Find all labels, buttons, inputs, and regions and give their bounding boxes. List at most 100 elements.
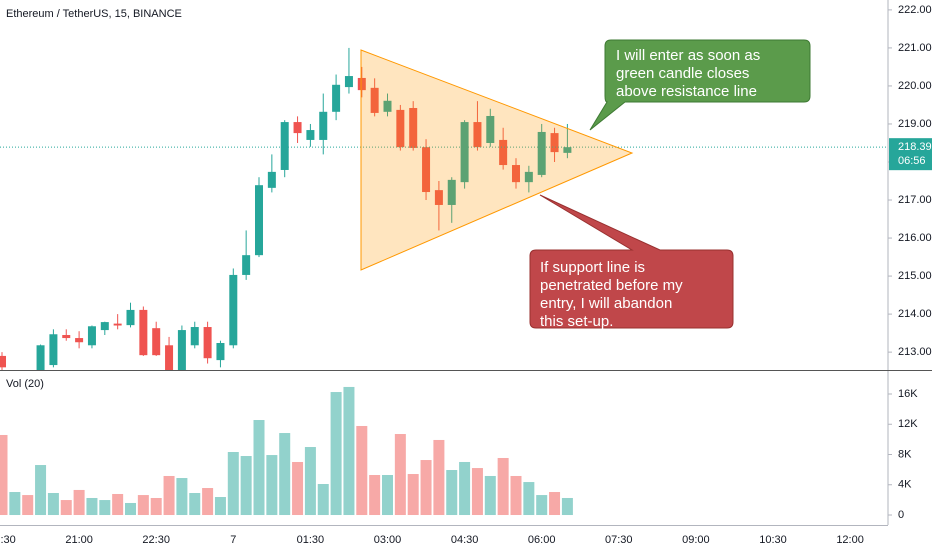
- x-tick-label: 10:30: [759, 534, 787, 546]
- candle-body: [499, 139, 508, 166]
- volume-bar: [407, 474, 419, 516]
- candle-body: [319, 111, 328, 140]
- candle-body: [332, 84, 341, 112]
- volume-bar: [22, 495, 34, 516]
- callout-text: this set-up.: [540, 313, 613, 330]
- axes: 19:30 21:00 22:30 7 01:30 03:00 04:30 06:00 07:3…: [0, 4, 932, 546]
- volume-bar: [561, 497, 573, 516]
- volume-bar: [343, 386, 355, 516]
- candle-body: [75, 338, 84, 343]
- volume-bar: [0, 434, 8, 516]
- volume-bar: [523, 482, 535, 516]
- y2-tick-label: 8K: [898, 448, 912, 460]
- candle-body: [165, 345, 174, 370]
- chart-title: Ethereum / TetherUS, 15, BINANCE: [6, 8, 182, 20]
- candle-body: [113, 323, 122, 326]
- x-tick-label: 03:00: [374, 534, 402, 546]
- candle-body: [524, 171, 533, 183]
- candle-body: [100, 322, 109, 331]
- volume-bar: [292, 461, 304, 516]
- candle-body: [486, 115, 495, 143]
- candle-body: [537, 131, 546, 175]
- x-tick-label: 12:00: [836, 534, 864, 546]
- volume-bar: [356, 425, 368, 516]
- candle-body: [255, 185, 264, 256]
- y-tick-label: 215.00: [898, 270, 932, 282]
- volume-bar: [176, 478, 188, 516]
- volume-bar: [446, 470, 458, 516]
- volume-bar: [86, 497, 98, 516]
- volume-bar: [163, 475, 175, 516]
- y2-tick-label: 0: [898, 509, 904, 521]
- volume-bar: [317, 484, 329, 516]
- candle-body: [62, 335, 71, 339]
- volume-bar: [202, 488, 214, 516]
- volume-bar: [112, 493, 124, 516]
- candle-body: [87, 326, 96, 346]
- x-tick-label: 19:30: [0, 534, 16, 546]
- y2-tick-label: 16K: [898, 388, 918, 400]
- candle-body: [126, 309, 135, 326]
- candle-body: [267, 171, 276, 188]
- x-tick-label: 01:30: [297, 534, 325, 546]
- candle-body: [229, 274, 238, 346]
- y-tick-label: 216.00: [898, 232, 932, 244]
- volume-bar: [510, 475, 522, 516]
- candle-body: [434, 190, 443, 205]
- candle-body: [152, 328, 161, 356]
- callout-box: [529, 194, 734, 329]
- candle-body: [242, 255, 251, 275]
- callout-text: penetrated before my: [540, 277, 683, 294]
- countdown-label: 06:56: [898, 155, 926, 167]
- x-tick-label: 7: [230, 534, 236, 546]
- x-tick-label: 04:30: [451, 534, 479, 546]
- volume-bar: [420, 460, 432, 516]
- volume-bar: [394, 434, 406, 516]
- last-price-box: [889, 138, 932, 171]
- volume-bar: [266, 455, 278, 516]
- volume-bar: [60, 500, 72, 516]
- candle-body: [511, 165, 520, 183]
- y-tick-label: 222.00: [898, 4, 932, 16]
- volume-bar: [137, 495, 149, 516]
- volume-bar: [471, 468, 483, 516]
- volume-bar: [279, 433, 291, 516]
- volume-bar: [497, 457, 509, 516]
- volume-bar: [549, 492, 561, 516]
- candle-body: [357, 77, 366, 91]
- candle-body: [280, 122, 289, 170]
- candle-body: [409, 107, 418, 148]
- callout-text: entry, I will abandon: [540, 295, 672, 312]
- x-tick-label: 09:00: [682, 534, 710, 546]
- volume-bar: [381, 475, 393, 516]
- volume-bar: [125, 502, 137, 516]
- y2-tick-label: 12K: [898, 418, 918, 430]
- candle-body: [473, 122, 482, 148]
- volume-bar: [433, 439, 445, 516]
- candle-body: [293, 122, 302, 134]
- volume-bar: [484, 475, 496, 516]
- volume-bar: [47, 493, 59, 516]
- x-tick-label: 07:30: [605, 534, 633, 546]
- candle-body: [36, 345, 45, 370]
- candle-body: [460, 122, 469, 183]
- candle-body: [190, 327, 199, 346]
- candle-body: [0, 355, 7, 368]
- price-pane: [0, 47, 888, 370]
- last-price-label: 218.39: [898, 141, 932, 153]
- y2-tick-label: 4K: [898, 479, 912, 491]
- volume-bar: [214, 497, 226, 516]
- candle-body: [177, 330, 186, 370]
- volume-bar: [150, 497, 162, 516]
- candle-body: [563, 147, 572, 153]
- volume-bar: [73, 489, 85, 516]
- y-tick-label: 220.00: [898, 80, 932, 92]
- y-tick-label: 217.00: [898, 194, 932, 206]
- y-tick-label: 214.00: [898, 308, 932, 320]
- volume-bar: [240, 456, 252, 516]
- candle-body: [306, 130, 315, 140]
- candle-body: [216, 343, 225, 361]
- volume-pane: [0, 386, 573, 516]
- candle-body: [139, 309, 148, 356]
- callout-text: green candle closes: [616, 65, 749, 82]
